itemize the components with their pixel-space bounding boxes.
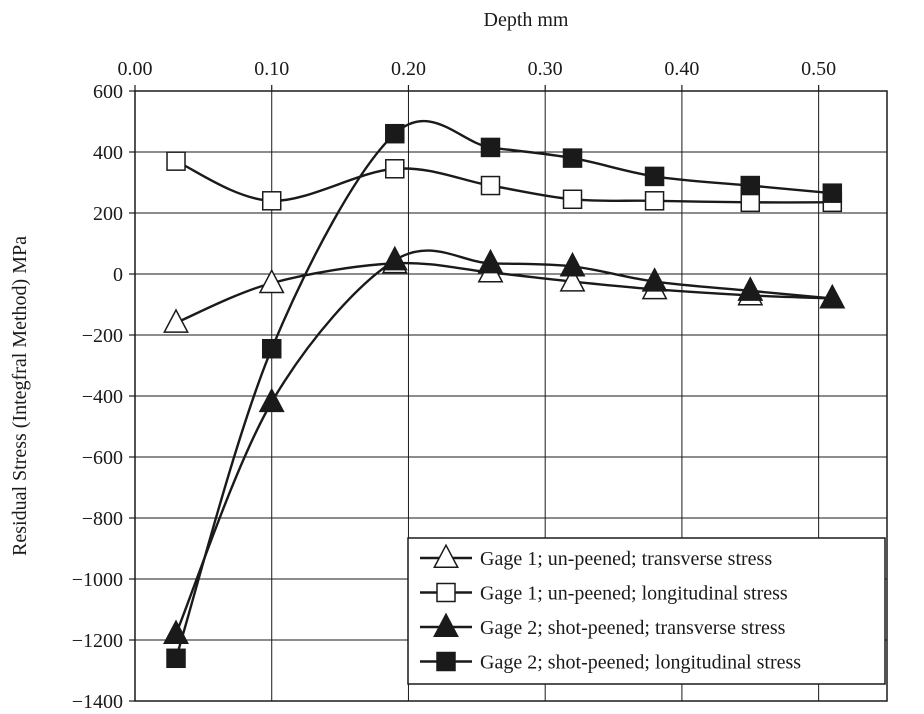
data-point [258,268,285,294]
data-point [559,251,586,277]
x-tick-label: 0.50 [801,58,836,80]
data-point [740,175,761,196]
y-tick-label: 0 [113,264,123,286]
legend-entry: Gage 2; shot-peened; longitudinal stress [420,652,801,674]
axis-ticks: 0.00 0.10 0.20 0.30 0.40 0.50 600 400 200 0 −200 −4… [72,58,836,713]
legend-label: Gage 2; shot-peened; transverse stress [480,617,786,639]
legend-label: Gage 2; shot-peened; longitudinal stress [480,652,801,674]
y-tick-label: −800 [82,508,123,530]
data-point [559,267,586,292]
data-point [644,191,665,211]
legend-entry: Gage 1; un-peened; transverse stress [420,543,772,570]
data-point [480,175,501,196]
data-point [480,137,501,158]
y-tick-label: −600 [82,447,123,469]
x-tick-label: 0.10 [254,58,289,80]
data-point [641,267,668,292]
legend-entry: Gage 1; un-peened; longitudinal stress [420,583,788,605]
y-tick-label: −1000 [72,569,123,591]
series-line [174,119,833,659]
data-point [562,148,583,168]
x-tick-label: 0.30 [528,58,563,80]
legend-label: Gage 1; un-peened; longitudinal stress [480,583,788,605]
legend: Gage 1; un-peened; transverse stress Gage… [407,537,886,685]
data-point [261,191,282,211]
data-point [166,648,186,669]
x-axis-label: Depth mm [484,9,569,31]
series-4 [166,119,843,669]
data-point [163,619,189,644]
data-point [740,192,761,213]
data-point [644,166,665,187]
series-3 [163,245,846,644]
data-point [737,276,764,301]
legend-marker [436,582,456,603]
data-point [385,159,405,179]
x-tick-label: 0.20 [391,58,426,80]
data-point [477,248,504,274]
data-point [381,245,408,271]
legend-label: Gage 1; un-peened; transverse stress [480,548,772,570]
y-tick-label: 600 [93,81,123,103]
y-tick-label: 200 [93,203,123,225]
data-point [562,189,583,210]
y-tick-label: −1200 [72,630,123,652]
legend-entry: Gage 2; shot-peened; transverse stress [420,612,786,639]
y-tick-label: −1400 [72,691,123,713]
x-tick-label: 0.00 [118,58,153,80]
data-point [819,283,846,309]
data-point [163,308,189,333]
legend-marker [436,651,456,672]
data-point [385,123,405,144]
data-point [261,338,282,359]
data-point [258,387,285,413]
x-tick-label: 0.40 [664,58,699,80]
data-point [822,183,843,203]
y-tick-label: −400 [82,386,123,408]
legend-marker [433,543,459,569]
y-tick-label: 400 [93,142,123,164]
legend-marker [433,612,459,638]
y-axis-label: Residual Stress (Integfral Method) MPa [9,236,31,556]
y-tick-label: −200 [82,325,123,347]
series-group [163,119,846,669]
legend-box [407,537,886,685]
data-point [166,151,186,171]
series-2 [166,151,843,213]
